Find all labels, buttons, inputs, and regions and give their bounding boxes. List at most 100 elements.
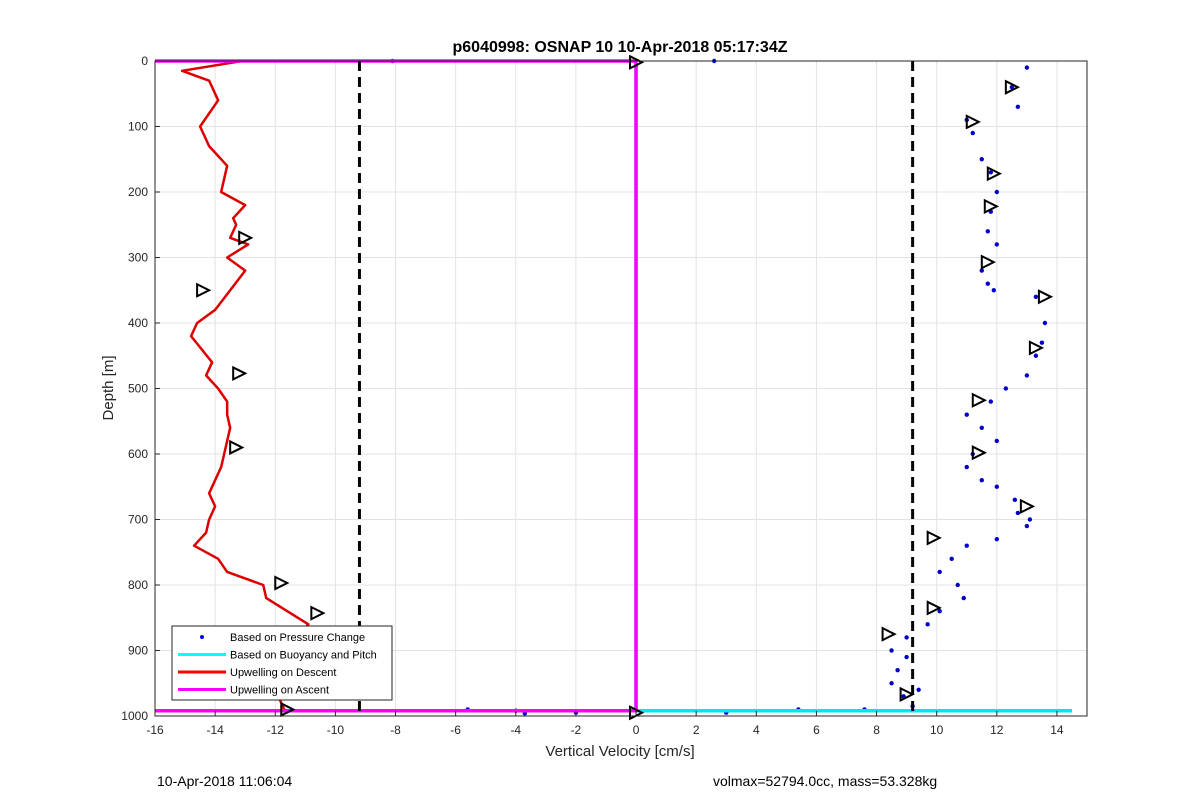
triangle-marker xyxy=(899,686,915,703)
triangle-marker xyxy=(1004,79,1021,95)
series-based-on-pressure-change-point xyxy=(988,399,993,404)
series-based-on-pressure-change-point xyxy=(985,229,990,234)
series-based-on-pressure-change-point xyxy=(994,242,1000,247)
legend-dot-marker xyxy=(200,635,204,639)
series-based-on-pressure-change-point xyxy=(979,425,984,430)
series-based-on-pressure-change-point xyxy=(1009,85,1015,90)
series-based-on-pressure-change-point xyxy=(1033,353,1039,358)
y-tick-label: 600 xyxy=(128,447,148,461)
x-tick-label: 0 xyxy=(633,723,640,737)
y-axis-label: Depth [m] xyxy=(100,355,117,420)
triangle-marker xyxy=(310,605,326,621)
y-tick-label: 300 xyxy=(128,251,148,265)
x-tick-label: -2 xyxy=(571,723,582,737)
series-based-on-pressure-change-point xyxy=(991,288,996,293)
triangle-marker xyxy=(986,166,1003,182)
triangle-marker xyxy=(926,600,942,616)
series-based-on-pressure-change-point xyxy=(985,281,990,286)
x-tick-label: 8 xyxy=(873,723,880,737)
x-tick-label: 6 xyxy=(813,723,820,737)
series-based-on-pressure-change-point xyxy=(937,609,942,614)
series-upwelling-on-descent-line xyxy=(180,59,310,710)
series-based-on-pressure-change-point xyxy=(1027,517,1033,522)
x-tick-label: 2 xyxy=(693,723,700,737)
triangle-marker xyxy=(1037,289,1054,305)
series-based-on-pressure-change-point xyxy=(1042,320,1048,326)
footer-volmax-mass: volmax=52794.0cc, mass=53.328kg xyxy=(713,773,938,789)
series-based-on-pressure-change-point xyxy=(1015,104,1021,110)
y-tick-label: 0 xyxy=(141,54,148,68)
series-based-on-pressure-change-point xyxy=(964,412,969,417)
tick-layer: -16 -14 -12 -10 -8 -6 -4 -2 0 2 4 6 8 10 12 14 0 100 200 30… xyxy=(121,54,1064,737)
series-based-on-pressure-change-point xyxy=(925,622,930,627)
triangle-marker xyxy=(1019,498,1036,515)
triangle-marker xyxy=(238,230,254,246)
legend-box xyxy=(171,625,393,701)
series-based-on-pressure-change-point xyxy=(1003,386,1009,391)
series-based-on-pressure-change-point xyxy=(937,569,942,575)
series-based-on-pressure-change-point xyxy=(1024,65,1030,70)
series-based-on-pressure-change-point xyxy=(994,189,1000,195)
x-tick-label: -8 xyxy=(390,723,401,737)
triangle-marker xyxy=(629,54,645,70)
y-tick-label: 700 xyxy=(128,513,148,527)
data-layer xyxy=(155,54,1072,721)
series-based-on-pressure-change-point xyxy=(988,170,993,175)
triangle-marker xyxy=(1028,340,1045,356)
x-tick-label: 10 xyxy=(930,723,944,737)
triangle-marker xyxy=(983,198,1000,215)
legend-entry-label: Based on Pressure Change xyxy=(230,632,365,644)
series-based-on-pressure-change-point xyxy=(1024,373,1030,378)
legend-entry-label: Upwelling on Descent xyxy=(230,667,336,679)
series-based-on-pressure-change-point xyxy=(964,464,969,470)
triangle-marker xyxy=(232,365,248,382)
series-based-on-pressure-change-point xyxy=(889,681,894,686)
series-based-on-pressure-change-point xyxy=(964,543,969,548)
series-based-on-pressure-change-point xyxy=(1024,523,1030,529)
triangle-marker xyxy=(881,626,897,642)
x-tick-label: -12 xyxy=(267,723,285,737)
triangle-marker xyxy=(229,439,245,456)
x-tick-label: 4 xyxy=(753,723,760,737)
series-based-on-pressure-change-point xyxy=(979,157,984,162)
series-based-on-pressure-change-point xyxy=(916,687,921,692)
series-based-on-pressure-change-point xyxy=(949,556,954,561)
series-based-on-pressure-change-point xyxy=(994,438,1000,444)
x-tick-label: -4 xyxy=(510,723,521,737)
y-tick-label: 100 xyxy=(128,120,148,134)
series-based-on-pressure-change-point xyxy=(904,635,909,640)
x-tick-label: 14 xyxy=(1050,723,1064,737)
y-tick-label: 1000 xyxy=(121,709,148,723)
series-based-on-pressure-change-point xyxy=(1012,497,1018,503)
series-based-on-pressure-change-point xyxy=(895,667,900,673)
series-based-on-pressure-change-point xyxy=(904,654,909,660)
legend: Based on Pressure Change Based on Buoyanc… xyxy=(171,625,393,701)
x-tick-label: -16 xyxy=(146,723,164,737)
series-based-on-pressure-change-point xyxy=(979,478,984,483)
legend-entry-label: Based on Buoyancy and Pitch xyxy=(230,650,377,662)
series-based-on-pressure-change-point xyxy=(961,595,966,601)
triangle-marker xyxy=(280,701,296,718)
triangle-marker xyxy=(971,445,988,461)
triangle-marker xyxy=(926,530,942,546)
x-tick-label: -10 xyxy=(327,723,345,737)
series-based-on-pressure-change-point xyxy=(994,536,1000,542)
y-tick-label: 200 xyxy=(128,185,148,199)
legend-entry-label: Upwelling on Ascent xyxy=(230,685,329,697)
x-tick-label: 12 xyxy=(990,723,1004,737)
series-based-on-pressure-change-point xyxy=(1039,340,1045,345)
series-based-on-pressure-change-point xyxy=(979,268,984,273)
y-tick-label: 800 xyxy=(128,578,148,592)
triangle-marker xyxy=(980,254,997,270)
x-tick-label: -14 xyxy=(206,723,224,737)
y-tick-label: 500 xyxy=(128,382,148,396)
y-tick-label: 900 xyxy=(128,644,148,658)
series-based-on-pressure-change-point xyxy=(970,130,975,136)
triangle-marker xyxy=(196,282,212,298)
footer-timestamp: 10-Apr-2018 11:06:04 xyxy=(157,773,293,789)
triangle-marker xyxy=(965,114,981,130)
x-tick-label: -6 xyxy=(450,723,461,737)
x-axis-label: Vertical Velocity [cm/s] xyxy=(545,743,694,760)
series-based-on-pressure-change-point xyxy=(1033,294,1039,299)
